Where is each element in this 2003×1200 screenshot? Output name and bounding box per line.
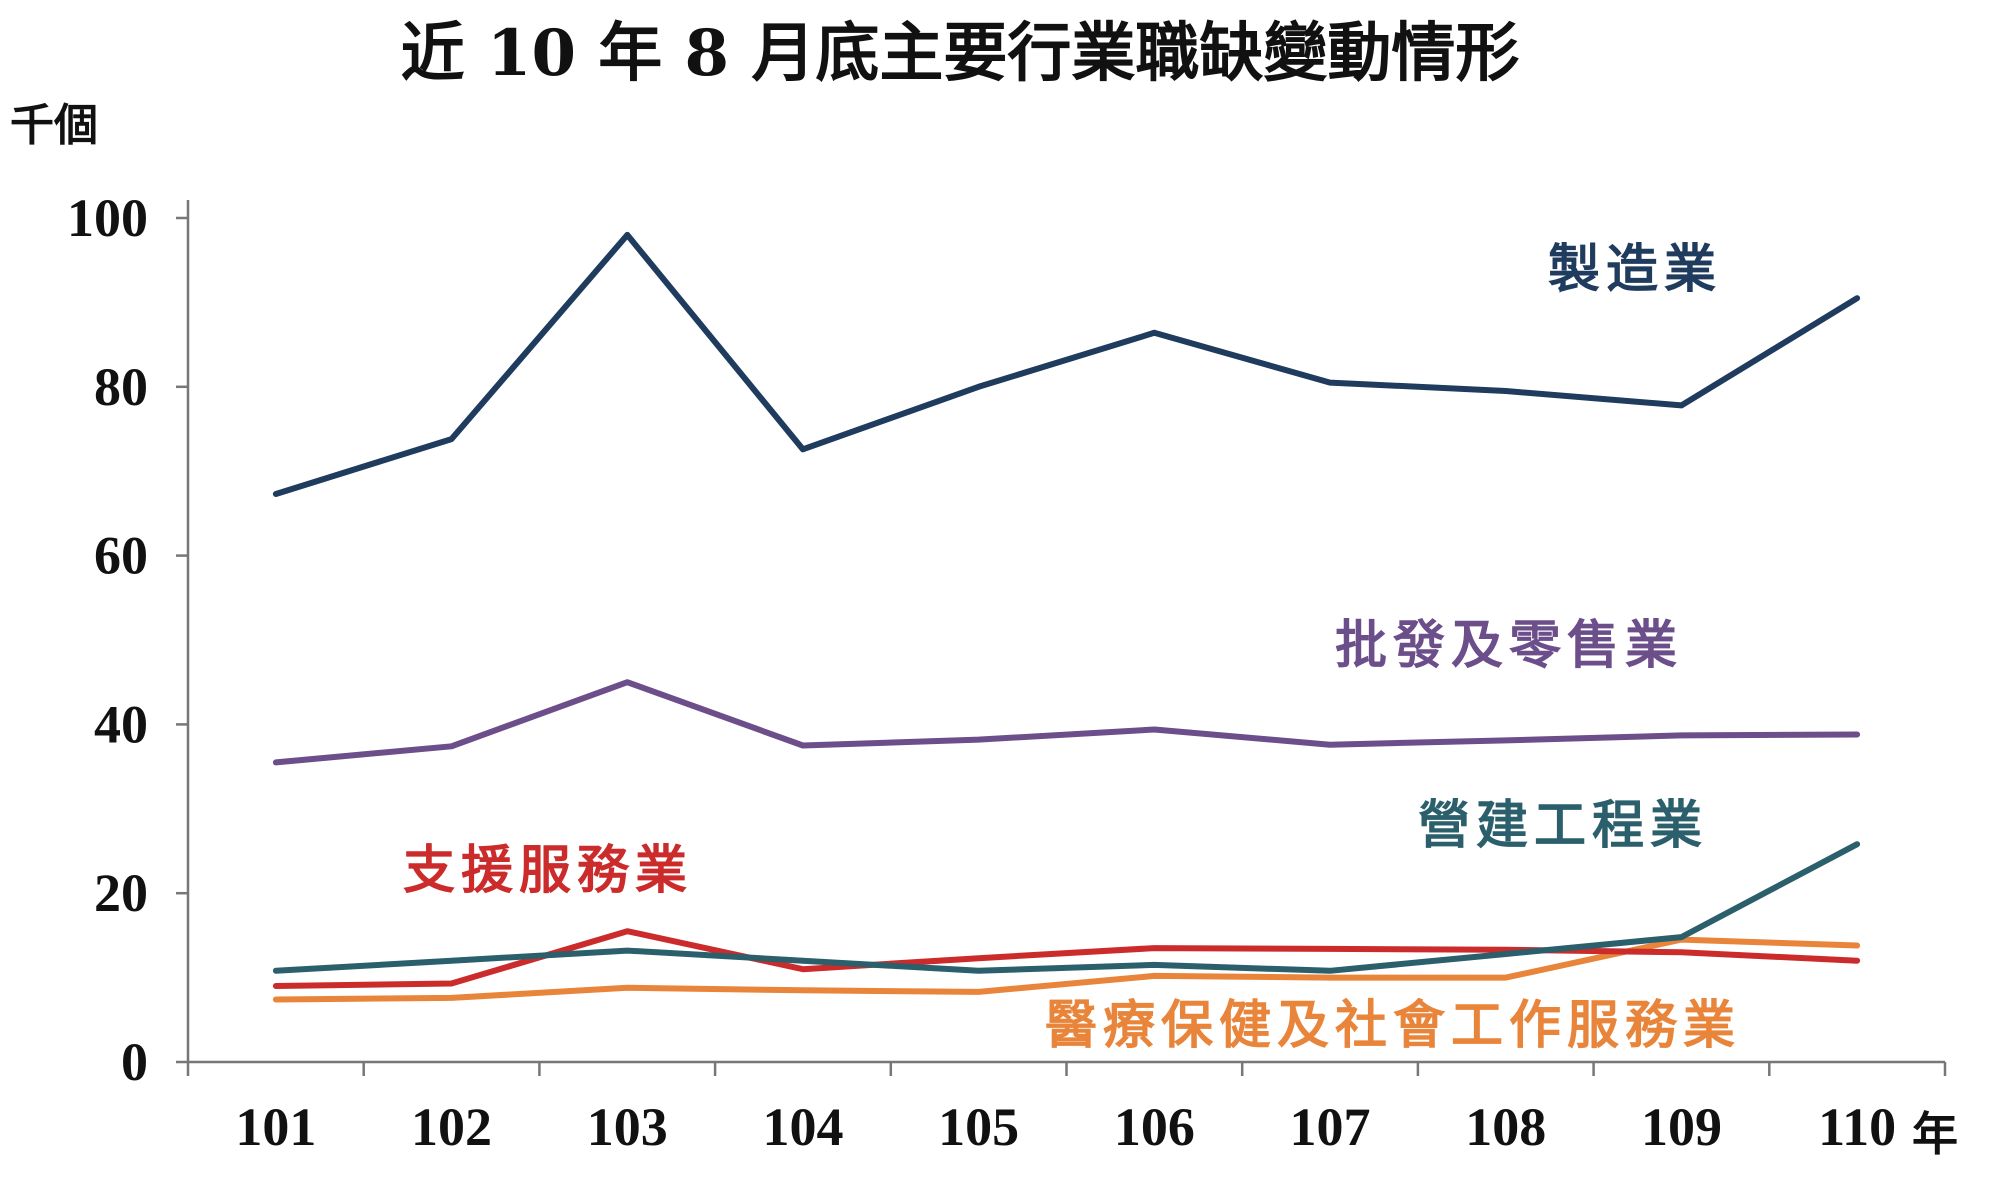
x-tick-label: 102 bbox=[411, 1097, 492, 1157]
x-tick-label: 106 bbox=[1114, 1097, 1195, 1157]
y-tick-label: 20 bbox=[94, 863, 148, 923]
series-label-manufacturing: 製造業 bbox=[1548, 239, 1722, 300]
x-tick-label: 105 bbox=[938, 1097, 1019, 1157]
x-axis-ticks: 101 102 103 104 105 106 107 108 109 110 bbox=[186, 1062, 1947, 1157]
x-tick-label: 108 bbox=[1465, 1097, 1546, 1157]
y-axis-unit: 千個 bbox=[10, 100, 98, 151]
series-label-healthcare-social: 醫療保健及社會工作服務業 bbox=[1045, 995, 1741, 1056]
x-tick-label: 104 bbox=[762, 1097, 843, 1157]
x-tick-label: 103 bbox=[587, 1097, 668, 1157]
series-label-construction: 營建工程業 bbox=[1418, 795, 1708, 856]
series-label-wholesale-retail: 批發及零售業 bbox=[1335, 615, 1683, 676]
series-line-4 bbox=[272, 936, 1861, 1003]
x-tick-label: 107 bbox=[1290, 1097, 1371, 1157]
series-line-0 bbox=[272, 231, 1861, 497]
x-tick-label: 101 bbox=[235, 1097, 316, 1157]
series-lines bbox=[272, 231, 1861, 1003]
series-line-1 bbox=[272, 679, 1861, 766]
x-axis-unit: 年 bbox=[1912, 1107, 1958, 1161]
x-tick-label: 109 bbox=[1641, 1097, 1722, 1157]
y-tick-label: 80 bbox=[94, 357, 148, 417]
series-label-support-services: 支援服務業 bbox=[403, 840, 693, 901]
y-tick-label: 60 bbox=[94, 526, 148, 586]
chart-title: 近 10 年 8 月底主要行業職缺變動情形 bbox=[401, 16, 1520, 91]
y-tick-label: 40 bbox=[94, 694, 148, 754]
x-tick-label: 110 bbox=[1818, 1097, 1896, 1157]
y-tick-label: 100 bbox=[67, 188, 148, 248]
y-tick-label: 0 bbox=[121, 1032, 148, 1092]
y-axis-ticks: 0 20 40 60 80 100 bbox=[67, 188, 188, 1092]
series-line-2 bbox=[272, 841, 1861, 974]
